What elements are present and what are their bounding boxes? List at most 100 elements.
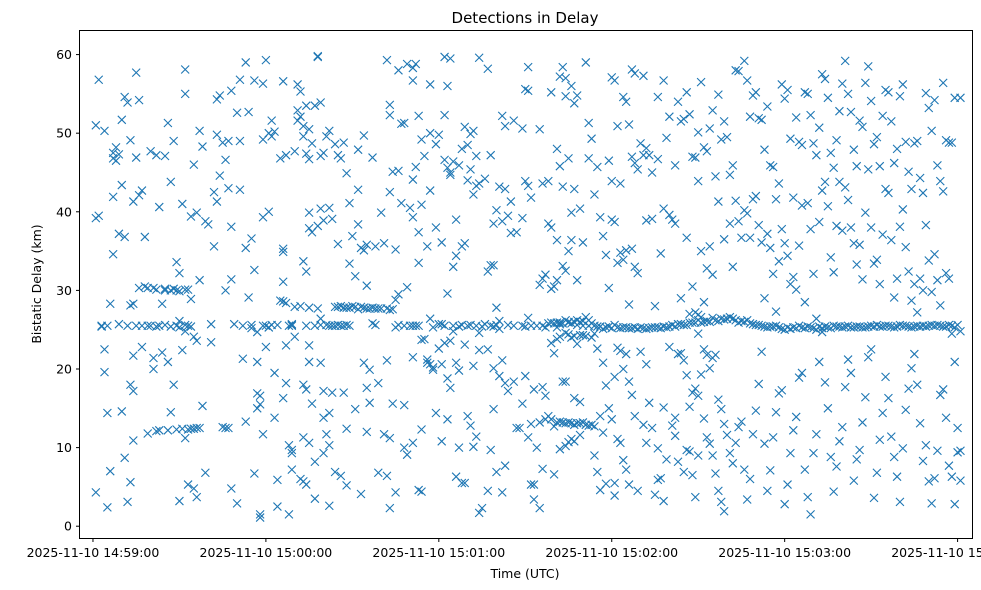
data-point (108, 148, 118, 158)
data-point (872, 320, 882, 330)
chart-title: Detections in Delay (452, 9, 599, 27)
data-point (685, 109, 694, 119)
data-point (469, 126, 478, 136)
data-point (126, 477, 135, 487)
data-point (249, 76, 259, 85)
data-point (480, 174, 490, 184)
data-point (229, 319, 239, 329)
data-point (875, 435, 885, 445)
data-point (425, 186, 435, 195)
data-point (930, 473, 939, 483)
data-point (258, 321, 268, 331)
data-point (108, 192, 118, 202)
data-point (607, 176, 617, 186)
data-point (489, 260, 498, 270)
data-point (561, 328, 571, 338)
data-point (278, 393, 288, 403)
data-point (760, 439, 769, 449)
data-point (399, 118, 409, 128)
data-point (94, 75, 104, 85)
data-point (938, 186, 948, 196)
data-point (431, 408, 441, 418)
data-point (327, 388, 337, 397)
data-point (417, 487, 426, 497)
data-point (803, 198, 813, 208)
data-point (523, 313, 533, 323)
data-point (786, 134, 795, 144)
data-point (615, 346, 625, 356)
data-point (860, 78, 870, 88)
data-point (128, 386, 138, 396)
data-point (523, 181, 533, 191)
data-point (757, 238, 766, 247)
data-point (293, 106, 302, 115)
data-point (575, 317, 585, 327)
data-point (336, 301, 346, 311)
data-point (711, 350, 720, 360)
data-point (561, 91, 571, 101)
data-point (538, 382, 547, 392)
data-point (497, 111, 507, 121)
data-point (474, 508, 484, 518)
data-point (633, 268, 643, 278)
data-point (408, 175, 418, 184)
data-point (601, 250, 611, 260)
data-point (411, 321, 421, 331)
data-point (143, 429, 153, 438)
data-point (212, 94, 222, 104)
data-point (186, 212, 196, 221)
data-point (719, 315, 729, 324)
data-point (503, 386, 513, 396)
data-point (737, 233, 746, 243)
data-point (797, 140, 807, 150)
data-point (615, 179, 625, 188)
data-point (422, 358, 432, 368)
data-point (108, 249, 118, 259)
data-point (794, 241, 804, 250)
data-point (927, 287, 937, 297)
data-point (581, 58, 591, 67)
data-point (339, 138, 349, 148)
data-point (754, 220, 764, 230)
data-point (503, 211, 513, 221)
data-point (172, 286, 181, 295)
data-point (249, 469, 259, 478)
data-point (610, 76, 620, 85)
data-point (702, 316, 712, 326)
data-point (837, 79, 847, 89)
data-point (690, 384, 700, 394)
data-point (653, 475, 663, 485)
data-point (555, 161, 565, 171)
data-point (630, 411, 640, 421)
data-point (667, 215, 677, 225)
data-point (653, 444, 663, 453)
data-point (316, 358, 326, 368)
data-point (290, 146, 300, 156)
data-point (287, 321, 297, 331)
data-point (858, 275, 867, 284)
data-point (151, 322, 161, 331)
data-point (561, 266, 571, 276)
data-point (713, 90, 723, 100)
data-point (846, 107, 856, 117)
data-point (725, 170, 735, 180)
data-point (944, 274, 954, 283)
data-point (215, 91, 225, 100)
data-point (281, 341, 291, 350)
data-point (373, 304, 383, 313)
data-point (388, 399, 398, 408)
data-point (535, 124, 545, 134)
data-point (408, 63, 418, 73)
data-point (912, 136, 922, 146)
data-point (794, 321, 804, 331)
data-point (803, 322, 813, 331)
data-point (209, 241, 219, 251)
data-point (494, 371, 504, 381)
data-point (590, 329, 599, 339)
data-point (938, 78, 948, 88)
data-point (938, 322, 948, 331)
data-point (445, 168, 455, 177)
data-point (270, 127, 279, 137)
data-point (693, 329, 703, 339)
data-point (575, 418, 585, 428)
